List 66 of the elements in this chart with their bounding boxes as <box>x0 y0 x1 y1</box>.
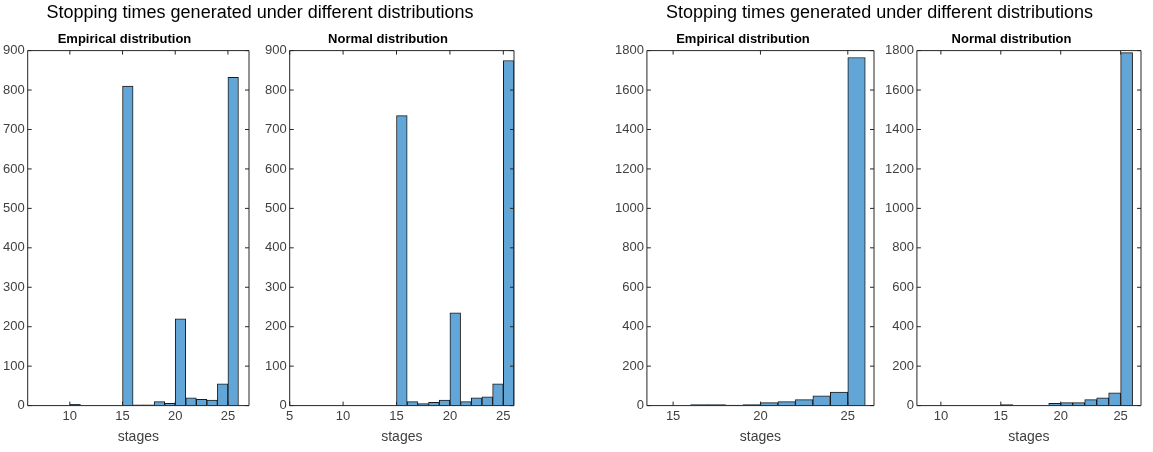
y-tick-label: 1400 <box>885 121 914 137</box>
x-tick-label: 20 <box>168 407 183 423</box>
y-tick-label: 1400 <box>615 121 644 137</box>
y-tick-label: 700 <box>2 121 25 137</box>
y-tick-label: 400 <box>264 239 287 255</box>
chart-subtitle: Normal distribution <box>951 31 1072 47</box>
y-tick-label: 800 <box>892 239 914 255</box>
chart-subtitle: Empirical distribution <box>676 31 810 47</box>
x-tick-label: 25 <box>1113 407 1128 423</box>
x-tick-label: 25 <box>220 407 236 423</box>
x-axis-title: stages <box>1008 428 1050 445</box>
y-tick-label: 200 <box>892 357 914 373</box>
chart-title: Stopping times generated under different distributions <box>45 2 475 23</box>
y-tick-label: 600 <box>622 278 644 294</box>
y-tick-label: 600 <box>892 278 914 294</box>
x-tick-label: 10 <box>335 407 351 423</box>
y-tick-label: 300 <box>264 278 287 294</box>
y-tick-label: 0 <box>906 397 914 413</box>
y-tick-label: 300 <box>2 278 25 294</box>
x-tick-label: 5 <box>286 407 294 423</box>
y-tick-label: 0 <box>279 397 287 413</box>
y-tick-label: 1200 <box>885 160 914 176</box>
x-tick-label: 20 <box>442 407 458 423</box>
y-tick-label: 1800 <box>885 42 914 58</box>
chart-subtitle: Normal distribution <box>328 31 448 47</box>
x-tick-label: 15 <box>389 407 404 423</box>
y-tick-label: 0 <box>636 397 644 413</box>
y-tick-label: 0 <box>17 397 25 413</box>
chart-subtitle: Empirical distribution <box>57 31 192 47</box>
y-tick-label: 200 <box>622 357 644 373</box>
y-tick-label: 1000 <box>885 199 914 215</box>
x-axis-title: stages <box>381 428 423 445</box>
y-tick-label: 1800 <box>615 42 644 58</box>
x-tick-label: 25 <box>840 407 856 423</box>
y-tick-label: 700 <box>264 121 287 137</box>
x-tick-label: 10 <box>933 407 949 423</box>
y-tick-label: 400 <box>2 239 25 255</box>
y-tick-label: 100 <box>264 357 287 373</box>
x-tick-label: 25 <box>496 407 511 423</box>
y-tick-label: 400 <box>622 318 644 334</box>
x-tick-label: 10 <box>62 407 78 423</box>
y-tick-label: 800 <box>264 81 287 97</box>
y-tick-label: 1600 <box>885 81 914 97</box>
y-tick-label: 200 <box>2 318 25 334</box>
y-tick-label: 1600 <box>615 81 644 97</box>
y-tick-label: 900 <box>2 42 25 58</box>
y-tick-label: 800 <box>2 81 25 97</box>
y-tick-label: 200 <box>264 318 287 334</box>
y-tick-label: 1000 <box>615 199 644 215</box>
x-tick-label: 20 <box>1053 407 1068 423</box>
x-tick-label: 15 <box>115 407 130 423</box>
x-tick-label: 15 <box>993 407 1009 423</box>
x-axis-title: stages <box>117 428 159 445</box>
y-tick-label: 900 <box>264 42 287 58</box>
y-tick-label: 500 <box>2 199 25 215</box>
y-tick-label: 600 <box>264 160 287 176</box>
x-axis-title: stages <box>739 428 782 445</box>
y-tick-label: 100 <box>2 357 25 373</box>
y-tick-label: 1200 <box>615 160 644 176</box>
y-tick-label: 600 <box>2 160 25 176</box>
chart-title: Stopping times generated under different distributions <box>665 2 1094 23</box>
y-tick-label: 800 <box>622 239 644 255</box>
y-tick-label: 500 <box>264 199 287 215</box>
y-tick-label: 400 <box>892 318 914 334</box>
x-tick-label: 20 <box>753 407 768 423</box>
x-tick-label: 15 <box>665 407 681 423</box>
